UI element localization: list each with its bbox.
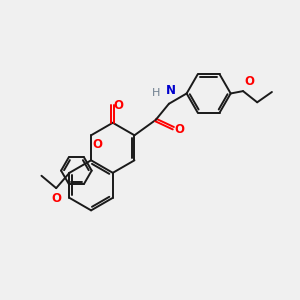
Text: O: O — [175, 123, 184, 136]
Text: O: O — [92, 138, 102, 151]
Text: O: O — [51, 192, 61, 205]
Text: N: N — [166, 84, 176, 97]
Text: O: O — [244, 75, 254, 88]
Text: H: H — [152, 88, 161, 98]
Text: O: O — [113, 99, 123, 112]
